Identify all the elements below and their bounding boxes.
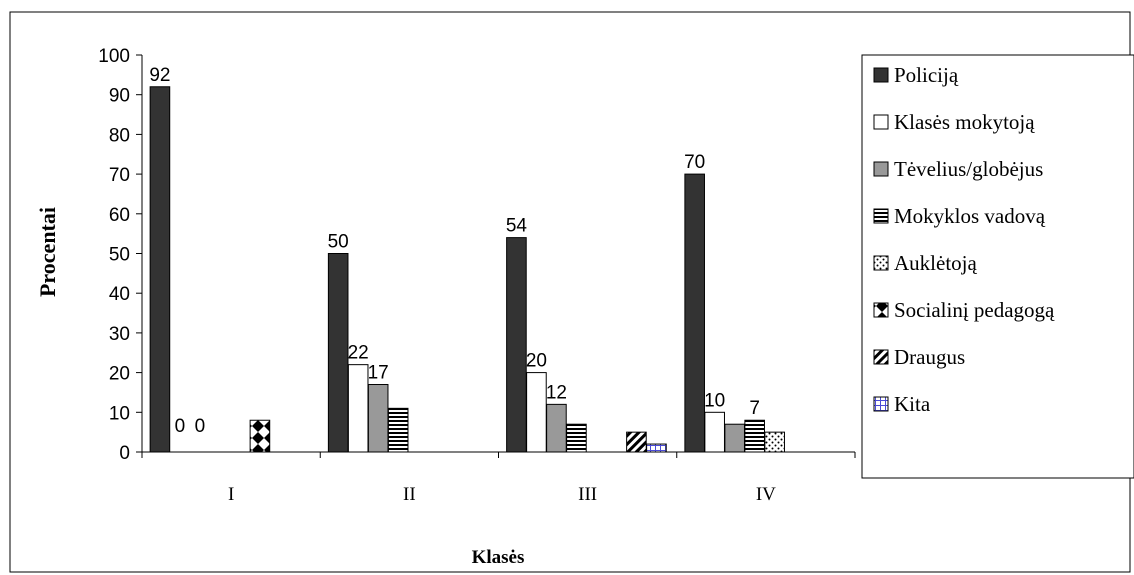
y-axis-title: Procentai [35, 207, 60, 297]
y-tick-label: 0 [119, 443, 130, 464]
bar-7-III [626, 431, 647, 453]
legend-swatch [873, 114, 889, 130]
y-tick-label: 80 [109, 125, 130, 146]
y-tick-label: 30 [109, 324, 130, 345]
y-tick-label: 50 [109, 245, 130, 266]
legend-swatch [873, 255, 889, 271]
bar-3-II [367, 384, 389, 453]
bar-8-III [646, 443, 667, 453]
bar-3-IV [724, 423, 745, 453]
x-axis-title: Klasės [472, 547, 525, 568]
bar-5-IV [764, 431, 785, 453]
bar-2-III [526, 372, 547, 453]
x-category-label: III [578, 484, 597, 505]
y-tick-label: 90 [109, 86, 130, 107]
bar-2-IV [704, 411, 725, 453]
x-category-label: IV [756, 484, 776, 505]
bar-1-I [149, 86, 171, 453]
bar-value-label: 22 [348, 343, 369, 364]
y-tick-label: 60 [109, 205, 130, 226]
bar-value-label: 50 [328, 232, 349, 253]
legend-label: Socialinį pedagogą [894, 298, 1055, 322]
x-axis-ticks: I II III IV [141, 452, 856, 505]
bar-4-IV [744, 419, 765, 453]
bar-value-label: 20 [526, 351, 547, 372]
bar-1-II [327, 253, 349, 453]
bar-value-label: 7 [749, 398, 760, 419]
y-tick-label: 100 [98, 46, 130, 67]
legend-swatch [873, 302, 889, 318]
bar-value-label: 70 [684, 152, 705, 173]
legend-label: Policiją [894, 63, 959, 87]
bar-3-III [546, 403, 567, 453]
legend-label: Klasės mokytoją [894, 110, 1035, 134]
legend-label: Auklėtoją [894, 251, 977, 275]
legend-box [861, 54, 1134, 479]
legend-label: Tėvelius/globėjus [894, 157, 1043, 181]
legend-swatch [873, 161, 889, 177]
bar-value-label: 0 [195, 416, 206, 437]
bar-value-label: 0 [175, 416, 186, 437]
y-tick-label: 40 [109, 284, 130, 305]
legend-swatch [873, 349, 889, 365]
bars [149, 86, 785, 453]
bar-1-IV [684, 173, 705, 453]
x-category-label: I [228, 484, 234, 505]
legend-swatch [873, 396, 889, 412]
bar-value-label: 10 [704, 390, 725, 411]
legend-label: Draugus [894, 345, 965, 369]
legend-label: Mokyklos vadovą [894, 204, 1046, 228]
bar-1-III [506, 237, 527, 453]
bar-4-III [566, 423, 587, 453]
bar-6-I [249, 419, 271, 453]
bar-value-label: 54 [506, 216, 528, 237]
legend: Policiją Klasės mokytoją Tėvelius/globėjus… [861, 54, 1134, 479]
y-tick-label: 70 [109, 165, 130, 186]
bar-value-label: 92 [149, 65, 170, 86]
legend-swatch [873, 67, 889, 83]
y-axis-ticks: 0 10 20 30 40 50 60 70 80 90 100 [98, 46, 142, 464]
y-tick-label: 10 [109, 403, 130, 424]
bar-value-label: 17 [368, 363, 389, 384]
bar-4-II [387, 407, 409, 453]
legend-label: Kita [894, 392, 931, 416]
bar-2-II [347, 364, 369, 453]
bar-value-label: 12 [546, 382, 567, 403]
x-category-label: II [403, 484, 416, 505]
y-tick-label: 20 [109, 364, 130, 385]
legend-swatch [873, 208, 889, 224]
